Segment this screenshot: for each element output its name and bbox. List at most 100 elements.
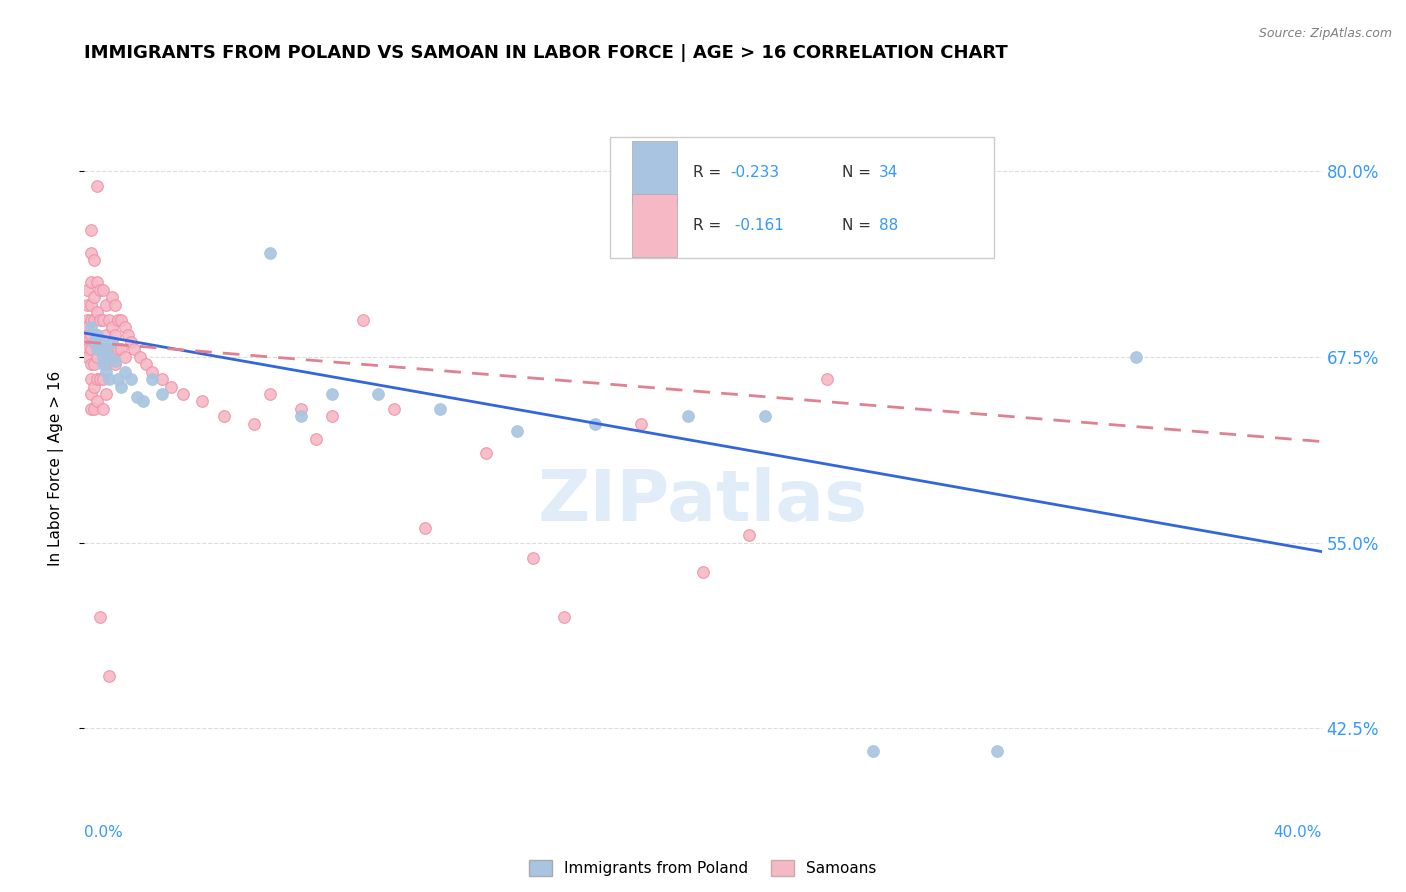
Point [83,401,105,416]
Point [79,343,101,357]
Point [98,343,121,357]
Point [101,334,124,349]
Point [101,320,124,334]
Point [79,312,101,326]
Point [89,334,111,349]
Point [91,283,114,297]
Point [79,245,101,260]
Point [122,343,145,357]
Point [382,401,405,416]
Point [89,343,111,357]
FancyBboxPatch shape [633,141,678,203]
Point [83,357,105,371]
Point [986,744,1008,758]
Point [94,327,117,342]
Point [191,394,214,409]
Point [89,372,111,386]
Point [522,550,544,565]
Point [79,276,101,290]
Point [150,372,173,386]
Point [86,327,108,342]
Point [120,372,142,386]
Y-axis label: In Labor Force | Age > 16: In Labor Force | Age > 16 [48,371,63,566]
Point [98,669,121,683]
Point [76,283,98,297]
Text: 88: 88 [879,219,898,234]
Point [98,372,121,386]
Text: 40.0%: 40.0% [1274,825,1322,840]
Point [94,387,117,401]
Point [79,372,101,386]
Point [76,298,98,312]
Point [101,350,124,364]
Point [132,394,155,409]
Point [86,327,108,342]
Point [104,354,127,368]
Point [259,245,281,260]
Point [104,327,127,342]
Point [135,357,157,371]
Point [91,343,114,357]
Point [86,372,108,386]
Point [305,432,328,446]
Legend: Immigrants from Poland, Samoans: Immigrants from Poland, Samoans [523,854,883,882]
Point [243,417,266,431]
Text: R =: R = [693,219,727,234]
Point [101,290,124,304]
Point [367,387,389,401]
Point [83,379,105,393]
Point [290,401,312,416]
Point [83,334,105,349]
Point [114,350,136,364]
Point [83,290,105,304]
Point [91,350,114,364]
Point [321,387,343,401]
Point [79,387,101,401]
Point [86,350,108,364]
Point [79,223,101,237]
Point [104,357,127,371]
Point [89,312,111,326]
Text: Source: ZipAtlas.com: Source: ZipAtlas.com [1258,27,1392,40]
Point [89,610,111,624]
Point [583,417,606,431]
Point [352,312,374,326]
Point [110,312,132,326]
Point [110,343,132,357]
Point [76,320,98,334]
Point [94,357,117,371]
Point [94,365,117,379]
Point [79,357,101,371]
Point [107,343,129,357]
Point [630,417,652,431]
Point [107,372,129,386]
Point [506,424,529,438]
Point [104,298,127,312]
Point [172,387,194,401]
FancyBboxPatch shape [610,137,994,258]
Point [1125,350,1147,364]
Point [413,521,436,535]
FancyBboxPatch shape [633,194,678,257]
Point [110,379,132,393]
Point [114,320,136,334]
Point [107,312,129,326]
Point [738,528,761,542]
Point [259,387,281,401]
Point [83,312,105,326]
Point [83,334,105,349]
Point [141,365,163,379]
Point [290,409,312,424]
Point [212,409,235,424]
Point [76,312,98,326]
Point [676,409,699,424]
Point [117,327,139,342]
Point [79,320,101,334]
Point [862,744,884,758]
Point [321,409,343,424]
Point [120,334,142,349]
Point [553,610,575,624]
Point [94,343,117,357]
Point [114,365,136,379]
Text: ZIPatlas: ZIPatlas [538,467,868,536]
